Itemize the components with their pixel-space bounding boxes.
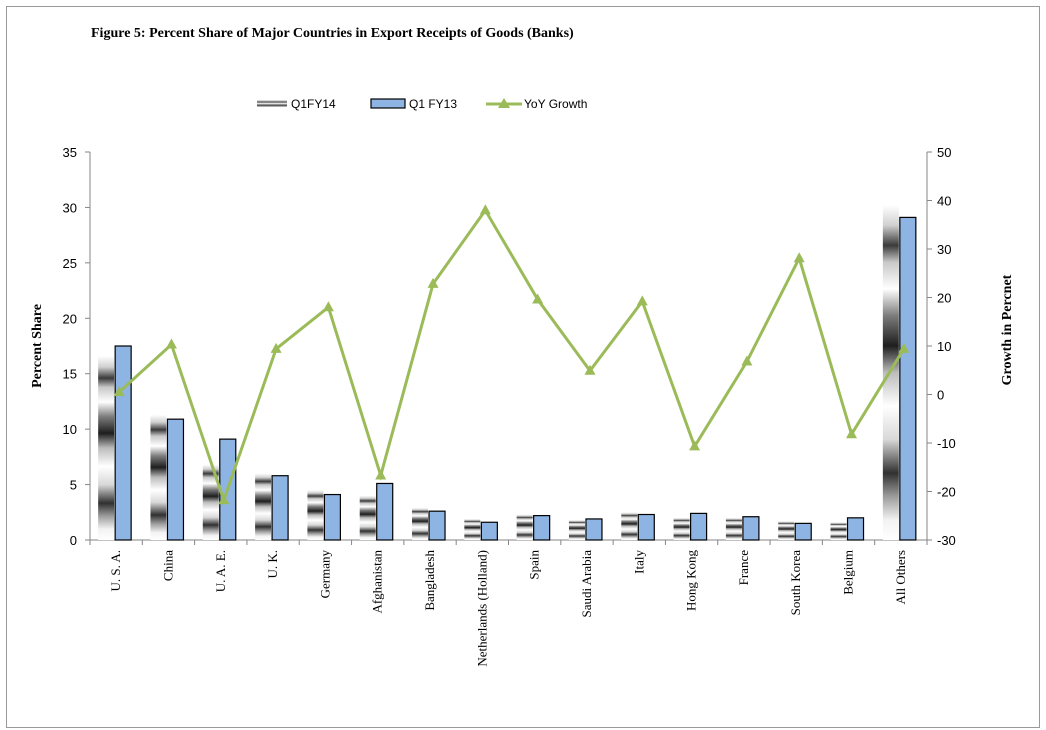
- yoy-marker: [165, 338, 177, 349]
- y2-tick-label: -10: [937, 436, 956, 451]
- legend-swatch-q1fy13: [370, 98, 406, 109]
- y-tick-label: 20: [63, 311, 77, 326]
- yoy-marker: [584, 364, 596, 375]
- category-label: Hong Kong: [684, 550, 699, 612]
- bar-q1fy13: [689, 512, 708, 541]
- yoy-polyline: [118, 207, 906, 505]
- yoy-marker: [898, 342, 910, 353]
- bar-q1fy14: [359, 495, 376, 540]
- yoy-marker: [427, 277, 439, 288]
- axes: 0 5 10 15 20 25 30 35 -30 -20 -10 0 10 20 30 40 50: [63, 145, 956, 548]
- y2-tick-label: -30: [937, 533, 956, 548]
- category-label: Afghanistan: [370, 550, 385, 614]
- bar-q1fy14: [202, 464, 219, 540]
- legend-label-q1fy14: Q1FY14: [291, 97, 336, 111]
- category-label: Italy: [631, 550, 646, 574]
- yoy-marker: [636, 295, 648, 306]
- bars: [98, 205, 917, 541]
- y-tick-label: 5: [70, 478, 77, 493]
- bar-q1fy14: [830, 522, 847, 540]
- bar-q1fy14: [412, 507, 429, 540]
- category-label: Belgium: [841, 550, 856, 595]
- legend-marker-yoy: [498, 98, 510, 108]
- bar-q1fy13: [480, 521, 498, 541]
- category-label: U. A. E.: [213, 550, 228, 592]
- bar-q1fy13: [637, 513, 655, 541]
- y2-tick-label: -20: [937, 485, 956, 500]
- bar-q1fy14: [307, 490, 324, 540]
- y2-tick-label: 0: [937, 388, 944, 403]
- bar-q1fy13: [271, 475, 289, 541]
- bar-q1fy13: [323, 493, 342, 541]
- bar-q1fy14: [568, 520, 585, 540]
- yoy-marker: [218, 494, 230, 505]
- bar-q1fy14: [673, 517, 690, 540]
- legend-swatch-q1fy14: [257, 100, 287, 107]
- bar-q1fy13: [376, 482, 394, 541]
- bar-q1fy14: [98, 355, 115, 540]
- bar-q1fy14: [255, 473, 272, 540]
- bar-q1fy13: [846, 517, 865, 541]
- bar-q1fy13: [794, 522, 812, 541]
- yoy-marker: [532, 293, 544, 304]
- category-label: All Others: [893, 550, 908, 605]
- yoy-marker: [322, 301, 334, 312]
- bar-q1fy14: [516, 514, 533, 540]
- y-tick-label: 35: [63, 145, 77, 160]
- bar-q1fy14: [150, 414, 167, 540]
- category-label: Germany: [317, 550, 332, 599]
- y2-tick-label: 40: [937, 194, 951, 209]
- category-label: France: [736, 550, 751, 586]
- y-tick-label: 30: [63, 200, 77, 215]
- category-label: Spain: [527, 550, 542, 580]
- yoy-marker: [741, 355, 753, 366]
- bar-q1fy13: [585, 518, 603, 541]
- chart-title: Figure 5: Percent Share of Major Countri…: [91, 26, 574, 41]
- y2-tick-label: 20: [937, 291, 951, 306]
- category-label: Bangladesh: [422, 550, 437, 611]
- category-label: South Korea: [788, 550, 803, 616]
- category-label: U. K.: [265, 550, 280, 579]
- bar-q1fy14: [725, 517, 742, 540]
- y-axis-title: Percent Share: [30, 304, 45, 388]
- category-label: Netherlands (Holland): [474, 550, 489, 667]
- bar-q1fy13: [428, 510, 446, 541]
- category-label: Saudi Arabia: [579, 550, 594, 618]
- legend-label-q1fy13: Q1 FY13: [409, 97, 457, 111]
- y2-axis-title: Growth in Percnet: [1000, 274, 1015, 385]
- bar-q1fy14: [621, 512, 638, 540]
- category-label: China: [160, 550, 175, 581]
- yoy-line: [113, 204, 910, 505]
- yoy-marker: [846, 428, 858, 439]
- category-label: U. S. A.: [108, 550, 123, 592]
- legend: Q1FY14 Q1 FY13 YoY Growth: [257, 97, 587, 111]
- yoy-marker: [479, 204, 491, 215]
- bar-q1fy13: [114, 345, 132, 541]
- bar-q1fy13: [166, 418, 185, 541]
- y2-tick-label: 50: [937, 145, 951, 160]
- bar-q1fy13: [742, 516, 760, 541]
- y-tick-label: 10: [63, 422, 77, 437]
- bar-q1fy13: [899, 216, 917, 541]
- category-labels: U. S. A. China U. A. E. U. K. Germany Afghani…: [108, 550, 908, 667]
- bar-q1fy13: [533, 515, 551, 541]
- y2-tick-label: 30: [937, 242, 951, 257]
- yoy-marker: [793, 252, 805, 263]
- y-tick-label: 0: [70, 533, 77, 548]
- y-tick-label: 25: [63, 256, 77, 271]
- yoy-marker: [689, 440, 701, 451]
- yoy-marker: [113, 386, 125, 397]
- legend-label-yoy: YoY Growth: [524, 97, 587, 111]
- bar-q1fy14: [778, 521, 795, 540]
- y2-tick-label: 10: [937, 339, 951, 354]
- bar-q1fy14: [464, 518, 481, 540]
- y-tick-label: 15: [63, 367, 77, 382]
- yoy-marker: [270, 342, 282, 353]
- yoy-marker: [375, 469, 387, 480]
